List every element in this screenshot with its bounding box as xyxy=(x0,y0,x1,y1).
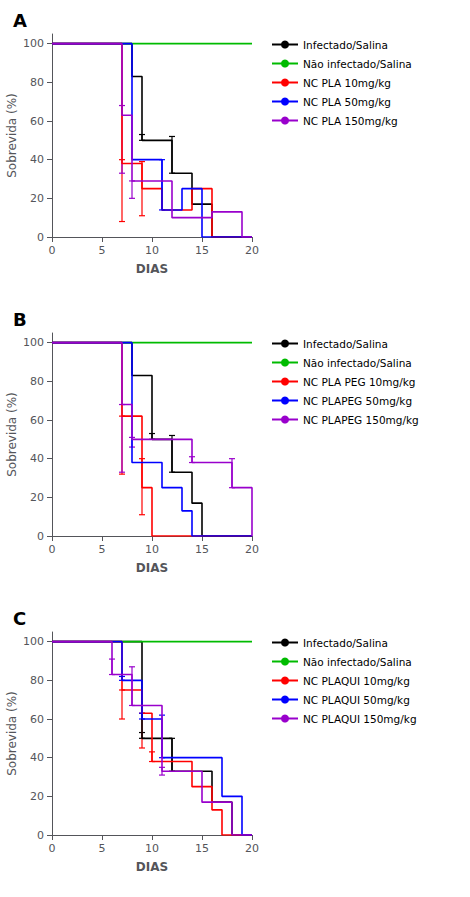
svg-text:5: 5 xyxy=(99,543,106,556)
svg-text:NC PLAQUI 150mg/kg: NC PLAQUI 150mg/kg xyxy=(303,713,417,725)
svg-text:A: A xyxy=(13,10,27,31)
svg-text:C: C xyxy=(13,608,26,629)
svg-text:0: 0 xyxy=(49,244,56,257)
svg-text:Não infectado/Salina: Não infectado/Salina xyxy=(303,656,412,668)
svg-text:Infectado/Salina: Infectado/Salina xyxy=(303,338,388,350)
svg-text:5: 5 xyxy=(99,842,106,855)
svg-text:10: 10 xyxy=(145,543,159,556)
svg-text:Não infectado/Salina: Não infectado/Salina xyxy=(303,58,412,70)
svg-text:80: 80 xyxy=(30,674,44,687)
svg-text:15: 15 xyxy=(195,842,209,855)
svg-text:60: 60 xyxy=(30,414,44,427)
svg-text:20: 20 xyxy=(30,491,44,504)
svg-text:Infectado/Salina: Infectado/Salina xyxy=(303,39,388,51)
svg-text:20: 20 xyxy=(245,842,259,855)
svg-text:20: 20 xyxy=(30,192,44,205)
svg-text:DIAS: DIAS xyxy=(136,262,168,276)
svg-text:Sobrevida (%): Sobrevida (%) xyxy=(5,93,19,178)
svg-text:Sobrevida (%): Sobrevida (%) xyxy=(5,392,19,477)
svg-text:B: B xyxy=(13,309,27,330)
svg-text:NC PLAQUI 50mg/kg: NC PLAQUI 50mg/kg xyxy=(303,694,410,706)
svg-text:5: 5 xyxy=(99,244,106,257)
svg-text:40: 40 xyxy=(30,153,44,166)
svg-text:80: 80 xyxy=(30,375,44,388)
svg-text:NC PLA 10mg/kg: NC PLA 10mg/kg xyxy=(303,77,391,89)
svg-text:DIAS: DIAS xyxy=(136,561,168,575)
svg-text:100: 100 xyxy=(23,37,44,50)
svg-text:15: 15 xyxy=(195,543,209,556)
svg-text:0: 0 xyxy=(37,231,44,244)
svg-text:100: 100 xyxy=(23,336,44,349)
svg-text:0: 0 xyxy=(37,829,44,842)
svg-text:NC PLA 50mg/kg: NC PLA 50mg/kg xyxy=(303,96,391,108)
svg-text:NC PLA 150mg/kg: NC PLA 150mg/kg xyxy=(303,115,398,127)
svg-text:20: 20 xyxy=(245,543,259,556)
svg-text:60: 60 xyxy=(30,713,44,726)
svg-text:NC PLA PEG 10mg/kg: NC PLA PEG 10mg/kg xyxy=(303,376,415,388)
svg-text:NC PLAQUI 10mg/kg: NC PLAQUI 10mg/kg xyxy=(303,675,410,687)
svg-text:NC PLAPEG 50mg/kg: NC PLAPEG 50mg/kg xyxy=(303,395,412,407)
svg-text:40: 40 xyxy=(30,452,44,465)
svg-text:10: 10 xyxy=(145,244,159,257)
svg-text:40: 40 xyxy=(30,751,44,764)
svg-text:15: 15 xyxy=(195,244,209,257)
svg-text:100: 100 xyxy=(23,635,44,648)
svg-text:0: 0 xyxy=(37,530,44,543)
svg-text:20: 20 xyxy=(245,244,259,257)
svg-text:80: 80 xyxy=(30,76,44,89)
svg-text:0: 0 xyxy=(49,842,56,855)
svg-text:0: 0 xyxy=(49,543,56,556)
svg-text:DIAS: DIAS xyxy=(136,860,168,874)
svg-text:10: 10 xyxy=(145,842,159,855)
svg-text:Não infectado/Salina: Não infectado/Salina xyxy=(303,357,412,369)
svg-text:20: 20 xyxy=(30,790,44,803)
svg-text:NC PLAPEG 150mg/kg: NC PLAPEG 150mg/kg xyxy=(303,414,419,426)
svg-text:Infectado/Salina: Infectado/Salina xyxy=(303,637,388,649)
svg-text:Sobrevida (%): Sobrevida (%) xyxy=(5,691,19,776)
svg-text:60: 60 xyxy=(30,115,44,128)
